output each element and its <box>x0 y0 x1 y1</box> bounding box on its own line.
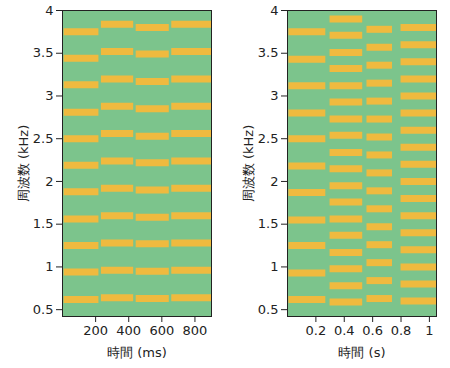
svg-text:1: 1 <box>45 259 53 274</box>
svg-text:4: 4 <box>270 3 278 18</box>
svg-text:3.5: 3.5 <box>33 45 54 60</box>
svg-text:周波数 (kHz): 周波数 (kHz) <box>241 125 256 202</box>
svg-text:2: 2 <box>45 174 53 189</box>
svg-text:0.6: 0.6 <box>362 323 383 338</box>
svg-text:1.5: 1.5 <box>33 216 54 231</box>
svg-text:1: 1 <box>270 259 278 274</box>
svg-text:2.5: 2.5 <box>33 131 54 146</box>
svg-text:400: 400 <box>116 323 141 338</box>
svg-text:1.5: 1.5 <box>258 216 279 231</box>
svg-text:周波数 (kHz): 周波数 (kHz) <box>16 125 31 202</box>
svg-text:4: 4 <box>45 3 53 18</box>
svg-text:0.2: 0.2 <box>306 323 327 338</box>
svg-text:時間 (s): 時間 (s) <box>338 345 385 360</box>
svg-text:3: 3 <box>45 88 53 103</box>
svg-text:3: 3 <box>270 88 278 103</box>
svg-text:0.5: 0.5 <box>33 302 54 317</box>
svg-text:2.5: 2.5 <box>258 131 279 146</box>
svg-text:0.4: 0.4 <box>334 323 355 338</box>
svg-text:時間 (ms): 時間 (ms) <box>107 345 167 360</box>
svg-text:600: 600 <box>149 323 174 338</box>
svg-text:800: 800 <box>183 323 208 338</box>
svg-text:1: 1 <box>425 323 433 338</box>
svg-text:0.5: 0.5 <box>258 302 279 317</box>
svg-text:3.5: 3.5 <box>258 45 279 60</box>
svg-text:200: 200 <box>83 323 108 338</box>
svg-text:2: 2 <box>270 174 278 189</box>
svg-text:0.8: 0.8 <box>391 323 412 338</box>
